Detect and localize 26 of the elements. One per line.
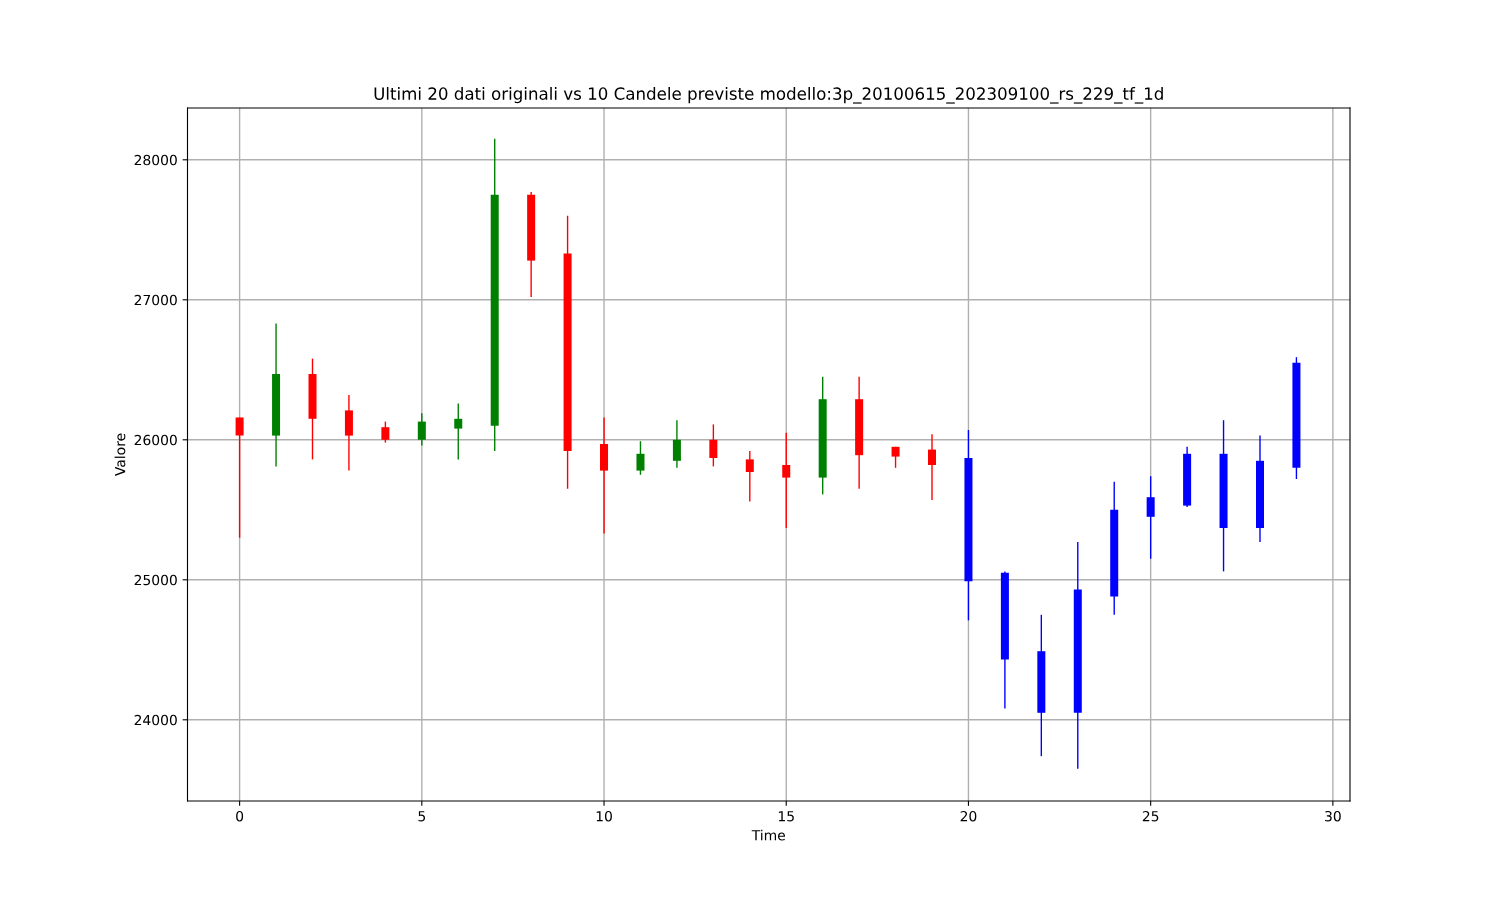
- candlestick: [709, 423, 718, 468]
- y-axis-title: Valore: [114, 433, 126, 477]
- x-axis-title: Time: [751, 829, 785, 841]
- candlestick: [745, 450, 754, 503]
- x-tick-label: 5: [418, 811, 426, 822]
- candlestick: [454, 402, 463, 461]
- candlestick: [381, 420, 390, 444]
- x-tick-label: 30: [1325, 810, 1341, 822]
- x-tick-label: 0: [236, 810, 244, 822]
- candlestick: [636, 440, 645, 476]
- x-tick-label: 15: [778, 811, 794, 822]
- candlestick: [782, 432, 791, 529]
- candlestick: [235, 416, 244, 539]
- candlestick: [417, 412, 426, 447]
- chart-title: Ultimi 20 dati originali vs 10 Candele previste modello:3p_20100615_202309100_rs_229_tf_1d: [374, 87, 1163, 104]
- y-tick-label: 28000: [134, 154, 177, 166]
- y-tick-label: 27000: [134, 294, 177, 306]
- candlestick: [928, 433, 937, 501]
- candlestick: [672, 419, 681, 469]
- y-tick-label: 25000: [134, 574, 177, 586]
- y-tick-label: 26000: [134, 434, 177, 446]
- x-tick-label: 25: [1142, 810, 1159, 822]
- x-tick-label: 20: [960, 810, 977, 822]
- candlestick: [1146, 475, 1155, 560]
- x-tick-label: 10: [596, 810, 612, 822]
- y-tick-label: 24000: [134, 714, 177, 726]
